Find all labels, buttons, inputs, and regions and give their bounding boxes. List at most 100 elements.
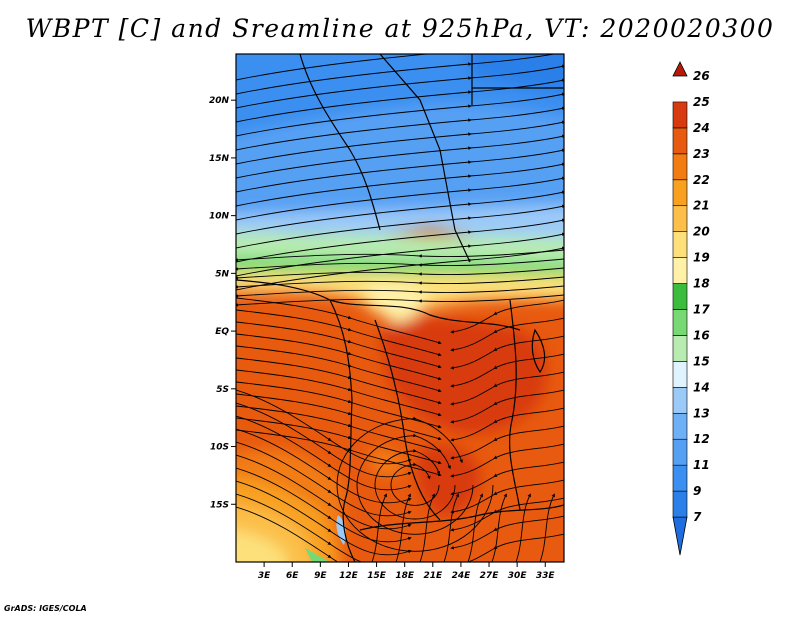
colorbar-swatch: [672, 516, 688, 556]
colorbar-label: 17: [693, 303, 710, 317]
colorbar-swatch: [672, 464, 688, 492]
colorbar-label: 18: [693, 277, 710, 291]
border-east: [509, 299, 521, 511]
streamline-60: [450, 515, 564, 550]
colorbar-swatch: [672, 231, 688, 258]
colorbar: 7 9 11 12 13 14 15 16 17 18 19 20 21 22 23 24 25 26: [672, 61, 710, 556]
streamline-43: [236, 506, 412, 562]
map-frame: [235, 53, 565, 563]
lat-tick-label: 15N: [209, 154, 230, 164]
streamline-65: [443, 493, 459, 562]
colorbar-swatch: [672, 412, 688, 440]
colorbar-label: 22: [693, 173, 710, 187]
lat-tick-label: 5S: [216, 385, 229, 395]
streamline-8: [236, 148, 564, 193]
colorbar-swatch: [672, 127, 688, 155]
colorbar-swatch: [672, 101, 688, 129]
streamline-1: [236, 54, 564, 95]
temperature-field: [236, 54, 564, 562]
lat-tick-label: EQ: [215, 327, 229, 337]
colorbar-swatch: [672, 205, 688, 232]
streamline-7: [236, 134, 564, 179]
streamline-11: [236, 190, 564, 235]
colorbar-label: 14: [693, 380, 710, 394]
streamline-0: [236, 54, 432, 81]
colorbar-label: 24: [693, 121, 710, 135]
colorbar-label: 12: [693, 432, 710, 446]
streamline-6: [236, 120, 564, 165]
colorbar-label: 9: [693, 484, 701, 498]
streamline-55: [450, 425, 564, 460]
colorbar-label: 13: [693, 406, 710, 420]
streamline-68: [515, 493, 531, 562]
streamline-64: [419, 493, 435, 562]
lon-tick-label: 27E: [480, 571, 500, 581]
streamline-12: [236, 204, 564, 249]
streamlines: [236, 54, 564, 562]
colorbar-swatch: [672, 153, 688, 181]
lon-tick-label: 15E: [367, 571, 387, 581]
streamline-21: [236, 294, 564, 307]
colorbar-swatch: [672, 283, 688, 310]
lat-tick-label: 5N: [215, 269, 229, 279]
field-zone-13: [236, 530, 287, 562]
streamline-50: [450, 335, 564, 370]
field-patch-0: [305, 548, 330, 562]
lon-tick-label: 18E: [395, 571, 415, 581]
colorbar-label: 21: [693, 199, 710, 213]
lon-tick-label: 33E: [536, 571, 556, 581]
colorbar-label: 23: [693, 147, 710, 161]
streamline-62: [371, 493, 387, 562]
streamline-9: [236, 162, 564, 207]
streamline-63: [395, 493, 411, 562]
lon-tick-label: 3E: [258, 571, 271, 581]
streamline-42: [236, 493, 412, 562]
streamline-57: [450, 461, 564, 496]
footer-credit: GrADS: IGES/COLA: [4, 604, 87, 613]
lon-tick-label: 6E: [286, 571, 299, 581]
streamline-15: [236, 246, 564, 291]
streamline-61: [450, 533, 564, 562]
lat-tick-label: 10S: [210, 443, 229, 453]
colorbar-label: 15: [693, 354, 710, 368]
map-area: [236, 54, 564, 562]
colorbar-label: 11: [693, 458, 710, 472]
streamline-59: [450, 497, 564, 532]
border-north-a: [299, 54, 381, 231]
streamline-13: [236, 218, 564, 263]
latitude-axis: 20N 15N 10N 5N EQ 5S 10S 15S: [209, 96, 236, 510]
lon-tick-label: 12E: [339, 571, 359, 581]
streamline-4: [236, 92, 564, 137]
lat-tick-label: 20N: [209, 96, 230, 106]
streamline-53: [450, 389, 564, 424]
streamline-10: [236, 176, 564, 221]
colorbar-label: 16: [693, 328, 710, 342]
streamline-52: [450, 371, 564, 406]
streamline-17: [236, 258, 564, 271]
streamline-2: [236, 64, 564, 109]
streamline-19: [236, 276, 564, 289]
streamline-16: [236, 249, 564, 262]
colorbar-swatch: [672, 257, 688, 284]
lat-tick-label: 15S: [210, 500, 229, 510]
longitude-axis: 3E 6E 9E 12E 15E 18E 21E 24E 27E 30E 33E: [258, 562, 556, 581]
streamline-69: [539, 493, 555, 562]
streamline-18: [236, 267, 564, 280]
border-north-b: [379, 54, 471, 263]
streamline-56: [450, 443, 564, 478]
streamline-58: [450, 479, 564, 514]
colorbar-swatch: [672, 361, 688, 388]
streamline-5: [236, 106, 564, 151]
streamline-20: [236, 285, 564, 298]
colorbar-swatch: [672, 490, 688, 518]
colorbar-swatch: [672, 335, 688, 362]
chart-title: WBPT [C] and Sreamline at 925hPa, VT: 20…: [25, 14, 775, 43]
lon-tick-label: 9E: [314, 571, 327, 581]
colorbar-swatch: [672, 179, 688, 207]
colorbar-label: 7: [693, 510, 702, 524]
colorbar-swatch: [672, 309, 688, 336]
colorbar-swatch: [672, 61, 688, 77]
streamline-54: [450, 407, 564, 442]
lake-outline: [531, 328, 546, 374]
